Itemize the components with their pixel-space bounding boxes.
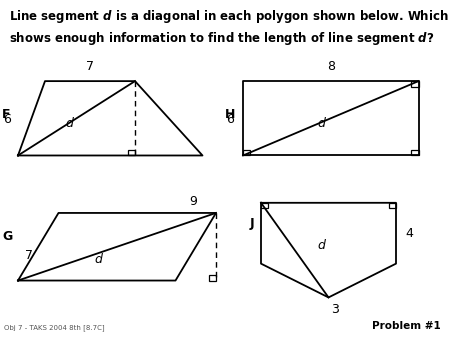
Text: $d$: $d$ (94, 251, 104, 266)
Text: 7: 7 (86, 60, 94, 73)
Text: 7: 7 (25, 249, 33, 262)
Text: G: G (2, 230, 13, 243)
Text: 3: 3 (331, 303, 339, 315)
Text: Problem #1: Problem #1 (372, 321, 441, 331)
Text: F: F (2, 108, 11, 121)
Text: $d$: $d$ (317, 238, 327, 252)
Text: Obj 7 - TAKS 2004 8th [8.7C]: Obj 7 - TAKS 2004 8th [8.7C] (4, 324, 105, 331)
Text: H: H (225, 108, 235, 121)
Text: Line segment $\bfit{d}$ is a diagonal in each polygon shown below. Which drawing: Line segment $\bfit{d}$ is a diagonal in… (9, 8, 450, 47)
Text: 8: 8 (327, 60, 335, 73)
Text: 4: 4 (405, 227, 413, 240)
Text: J: J (250, 217, 254, 230)
Text: $d$: $d$ (65, 116, 75, 130)
Text: $d$: $d$ (317, 116, 327, 130)
Text: 6: 6 (226, 114, 234, 126)
Text: 9: 9 (189, 195, 198, 208)
Text: 6: 6 (4, 114, 11, 126)
